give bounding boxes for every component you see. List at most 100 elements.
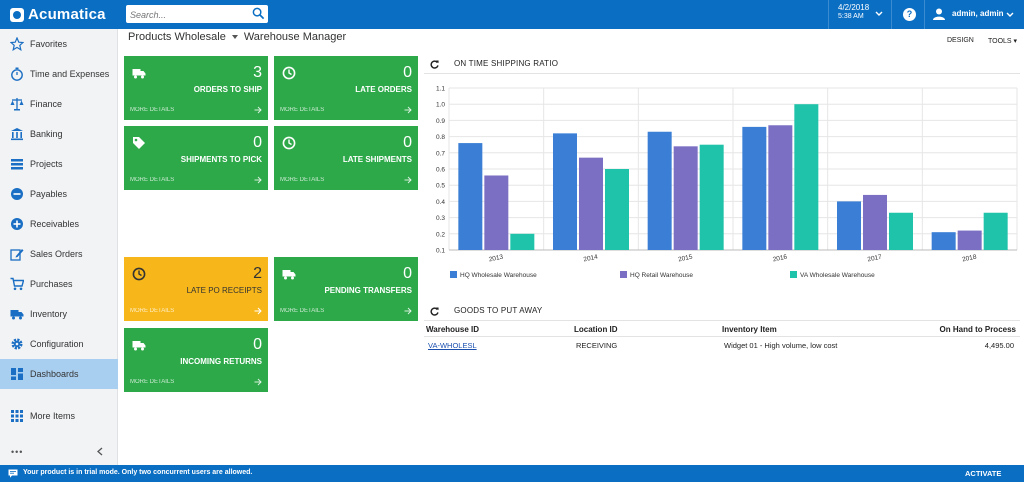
sidebar-item-label: Dashboards xyxy=(30,369,79,379)
sidebar-item-banking[interactable]: Banking xyxy=(0,119,118,149)
truck-icon xyxy=(10,310,24,320)
tile-value: 0 xyxy=(253,336,262,353)
chevron-down-icon xyxy=(875,11,883,16)
on-time-shipping-chart: 0.1 0.2 0.3 0.4 0.5 0.6 0.7 0.8 0.9 1.0 1.1 2013 201… xyxy=(436,86,1018,279)
tile-label: Late Shipments xyxy=(342,155,412,164)
design-button[interactable]: DESIGN xyxy=(947,37,974,44)
app-logo[interactable]: Acumatica xyxy=(10,6,106,23)
plus-circle-icon xyxy=(11,218,23,230)
bar-2016-1 xyxy=(768,125,793,250)
refresh-icon[interactable] xyxy=(430,60,439,69)
more-details-link[interactable]: More Details xyxy=(280,177,325,183)
app-name: Acumatica xyxy=(28,6,106,23)
warehouse-id-link[interactable]: VA-WHOLESL xyxy=(428,341,477,350)
tile-orders-to-ship[interactable]: 3 Orders to Ship More Details xyxy=(124,56,268,120)
arrow-right-icon xyxy=(254,307,262,315)
arrow-right-icon xyxy=(254,106,262,114)
more-details-link[interactable]: More Details xyxy=(130,177,175,183)
bar-2018-2 xyxy=(983,212,1008,250)
tile-value: 0 xyxy=(403,64,412,81)
chevron-left-icon[interactable] xyxy=(96,447,104,456)
user-icon xyxy=(933,8,945,20)
bar-2018-0 xyxy=(931,232,956,250)
bar-2013-0 xyxy=(458,143,483,250)
breadcrumb-company[interactable]: Products Wholesale xyxy=(128,31,226,43)
chart-widget-header: ON TIME SHIPPING RATIO xyxy=(424,56,1020,74)
sidebar-item-configuration[interactable]: Configuration xyxy=(0,329,118,359)
truck-icon xyxy=(132,69,146,79)
bar-2014-1 xyxy=(579,157,603,250)
sidebar-item-inventory[interactable]: Inventory xyxy=(0,299,118,329)
sidebar-item-label: Time and Expenses xyxy=(30,69,110,79)
tile-label: Orders to Ship xyxy=(193,85,262,94)
search-input[interactable] xyxy=(126,6,246,24)
sidebar-item-dashboards[interactable]: Dashboards xyxy=(0,359,118,389)
sidebar-item-receivables[interactable]: Receivables xyxy=(0,209,118,239)
help-icon[interactable]: ? xyxy=(903,8,916,21)
sidebar-item-label: More Items xyxy=(30,411,76,421)
sidebar-item-favorites[interactable]: Favorites xyxy=(0,29,118,59)
x-tick-label: 2013 xyxy=(488,254,504,264)
sidebar-item-projects[interactable]: Projects xyxy=(0,149,118,179)
top-bar: Acumatica 4/2/2018 5:38 AM ? admin, admi… xyxy=(0,0,1024,29)
column-header[interactable]: Inventory Item xyxy=(722,325,777,334)
tile-pending-transfers[interactable]: 0 Pending Transfers More Details xyxy=(274,257,418,321)
user-menu[interactable]: admin, admin xyxy=(924,0,1024,29)
legend-swatch xyxy=(620,271,627,278)
refresh-icon[interactable] xyxy=(430,307,439,316)
sidebar-item-label: Configuration xyxy=(30,339,84,349)
sidebar-item-payables[interactable]: Payables xyxy=(0,179,118,209)
sidebar-item-more-items[interactable]: More Items xyxy=(0,401,118,431)
table-row[interactable]: VA-WHOLESL RECEIVING Widget 01 - High vo… xyxy=(424,337,1020,351)
bar-2018-1 xyxy=(957,230,982,250)
sidebar-item-sales-orders[interactable]: Sales Orders xyxy=(0,239,118,269)
tile-incoming-returns[interactable]: 0 Incoming Returns More Details xyxy=(124,328,268,392)
column-header[interactable]: Location ID xyxy=(574,325,618,334)
tag-icon xyxy=(133,137,145,149)
sidebar-item-label: Purchases xyxy=(30,279,73,289)
x-tick-label: 2017 xyxy=(867,254,883,264)
more-details-link[interactable]: More Details xyxy=(130,379,175,385)
bar-2014-2 xyxy=(605,169,629,250)
x-tick-label: 2018 xyxy=(962,254,978,264)
caret-down-icon[interactable] xyxy=(231,35,238,39)
tile-value: 0 xyxy=(403,134,412,151)
more-details-link[interactable]: More Details xyxy=(130,107,175,113)
truck-icon xyxy=(282,270,296,280)
y-tick-label: 1.1 xyxy=(436,86,445,93)
trial-mode-banner: Your product is in trial mode. Only two … xyxy=(0,465,1024,482)
business-date-selector[interactable]: 4/2/2018 5:38 AM xyxy=(828,0,892,29)
sidebar-item-finance[interactable]: Finance xyxy=(0,89,118,119)
tile-value: 2 xyxy=(253,265,262,282)
business-date: 4/2/2018 xyxy=(838,3,870,12)
arrow-right-icon xyxy=(254,176,262,184)
bank-icon xyxy=(11,128,23,141)
user-name: admin, admin xyxy=(952,9,1004,18)
column-header[interactable]: On Hand to Process xyxy=(939,325,1016,334)
business-time: 5:38 AM xyxy=(838,13,864,20)
page-title: Warehouse Manager xyxy=(243,31,347,43)
chart-widget-title: ON TIME SHIPPING RATIO xyxy=(454,59,559,68)
more-details-link[interactable]: More Details xyxy=(130,308,175,314)
more-options-icon[interactable]: ••• xyxy=(11,447,24,457)
tile-late-orders[interactable]: 0 Late Orders More Details xyxy=(274,56,418,120)
more-details-link[interactable]: More Details xyxy=(280,107,325,113)
table-widget-header: GOODS TO PUT AWAY xyxy=(424,303,1020,321)
activate-button[interactable]: ACTIVATE xyxy=(965,469,1002,478)
tile-shipments-to-pick[interactable]: 0 Shipments to Pick More Details xyxy=(124,126,268,190)
tile-value: 3 xyxy=(253,64,262,81)
sidebar-item-time-and-expenses[interactable]: Time and Expenses xyxy=(0,59,118,89)
sidebar-item-purchases[interactable]: Purchases xyxy=(0,269,118,299)
tools-menu-button[interactable]: TOOLS ▾ xyxy=(988,38,1018,45)
more-details-link[interactable]: More Details xyxy=(280,308,325,314)
tile-late-po-receipts[interactable]: 2 Late PO Receipts More Details xyxy=(124,257,268,321)
column-header[interactable]: Warehouse ID xyxy=(426,325,480,334)
sidebar: Favorites Time and Expenses Finance Bank… xyxy=(0,29,118,465)
bar-2015-0 xyxy=(647,131,672,250)
sidebar-item-label: Favorites xyxy=(30,39,68,49)
search-icon[interactable] xyxy=(252,7,265,20)
sidebar-item-label: Finance xyxy=(30,99,63,109)
y-tick-label: 0.8 xyxy=(436,134,445,141)
tile-late-shipments[interactable]: 0 Late Shipments More Details xyxy=(274,126,418,190)
projects-icon xyxy=(11,159,23,170)
